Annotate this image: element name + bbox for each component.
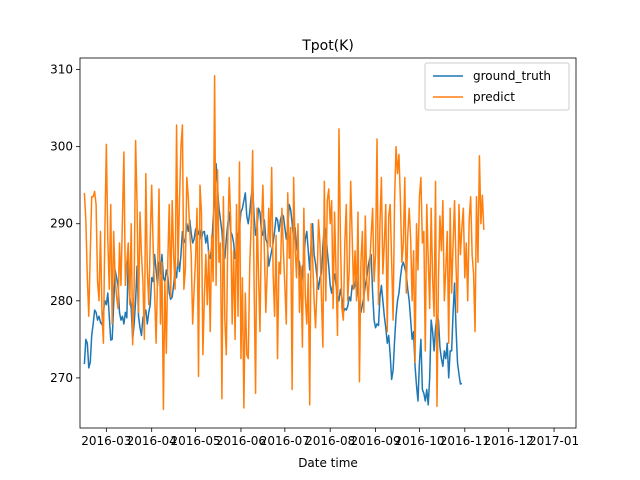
y-axis: 270 280 290 300 310 [50,63,80,385]
x-tick-label: 2016-12 [484,434,534,448]
x-tick-label: 2016-11 [440,434,490,448]
x-tick-label: 2016-03 [81,434,131,448]
y-tick-label: 270 [50,371,73,385]
series-line-predict [83,74,485,411]
x-axis: 2016-032016-042016-052016-062016-072016-… [81,428,579,448]
y-tick-label: 300 [50,140,73,154]
y-tick-label: 280 [50,294,73,308]
axes-frame [79,57,577,429]
legend-label: predict [473,90,515,104]
x-tick-label: 2016-08 [305,434,355,448]
x-tick-label: 2016-06 [216,434,266,448]
x-tick-label: 2017-01 [529,434,579,448]
y-tick-label: 310 [50,63,73,77]
chart-title: Tpot(K) [301,38,354,54]
y-tick-label: 290 [50,217,73,231]
x-tick-label: 2016-07 [260,434,310,448]
x-tick-label: 2016-10 [394,434,444,448]
x-tick-label: 2016-09 [350,434,400,448]
x-tick-label: 2016-05 [171,434,221,448]
x-axis-label: Date time [298,456,358,470]
plot-lines [83,74,485,411]
x-tick-label: 2016-04 [127,434,177,448]
legend-label: ground_truth [473,69,551,83]
legend-box [424,62,570,111]
